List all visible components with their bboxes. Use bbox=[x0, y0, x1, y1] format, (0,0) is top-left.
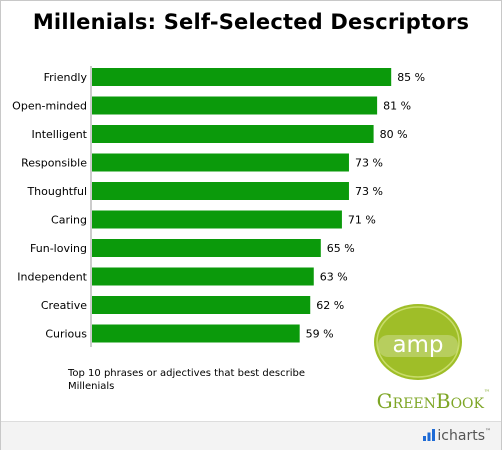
category-label: Independent bbox=[17, 271, 87, 284]
bar-creative[interactable] bbox=[92, 296, 311, 314]
greenbook-logo-text: GreenBook bbox=[376, 389, 484, 413]
amp-logo-text: amp bbox=[392, 332, 443, 358]
value-label: 73 % bbox=[355, 157, 383, 170]
value-label: 85 % bbox=[397, 71, 425, 84]
value-label: 81 % bbox=[383, 100, 411, 113]
bar-open-minded[interactable] bbox=[92, 96, 378, 115]
bar-intelligent[interactable] bbox=[92, 125, 374, 143]
value-label: 62 % bbox=[316, 299, 344, 312]
category-label: Responsible bbox=[21, 157, 87, 170]
icharts-trademark: ™ bbox=[485, 428, 491, 435]
bar-curious[interactable] bbox=[92, 324, 300, 343]
bar-responsible[interactable] bbox=[92, 153, 349, 172]
chart-note: Top 10 phrases or adjectives that best d… bbox=[68, 368, 305, 392]
bar-friendly[interactable] bbox=[92, 68, 392, 86]
category-label: Intelligent bbox=[32, 128, 88, 141]
category-label: Caring bbox=[51, 214, 87, 227]
value-label: 59 % bbox=[306, 328, 334, 341]
icharts-brand-text: icharts bbox=[437, 428, 485, 444]
category-label: Open-minded bbox=[12, 100, 87, 113]
category-label: Fun-loving bbox=[30, 242, 87, 255]
icharts-brand[interactable]: icharts™ bbox=[423, 428, 491, 444]
value-label: 63 % bbox=[320, 271, 348, 284]
value-label: 80 % bbox=[380, 128, 408, 141]
bar-fun-loving[interactable] bbox=[92, 239, 321, 257]
category-label: Creative bbox=[41, 299, 87, 312]
bar-chart: Friendly 85 % Open-minded 81 % Intelligent 80… bbox=[12, 66, 425, 347]
chart-title: Millenials: Self-Selected Descriptors bbox=[32, 10, 470, 34]
category-label: Curious bbox=[45, 328, 87, 341]
category-label: Friendly bbox=[44, 71, 88, 84]
value-label: 71 % bbox=[348, 214, 376, 227]
value-label: 73 % bbox=[355, 185, 383, 198]
icharts-icon bbox=[423, 429, 436, 441]
greenbook-trademark: ™ bbox=[484, 389, 490, 396]
greenbook-logo: GreenBook™ bbox=[360, 389, 490, 413]
value-label: 65 % bbox=[327, 242, 355, 255]
bar-thoughtful[interactable] bbox=[92, 182, 349, 200]
category-label: Thoughtful bbox=[26, 185, 87, 198]
chart-footer: icharts™ bbox=[1, 421, 501, 450]
amp-logo-badge: amp bbox=[374, 304, 462, 380]
bar-independent[interactable] bbox=[92, 267, 314, 286]
bar-caring[interactable] bbox=[92, 210, 342, 229]
